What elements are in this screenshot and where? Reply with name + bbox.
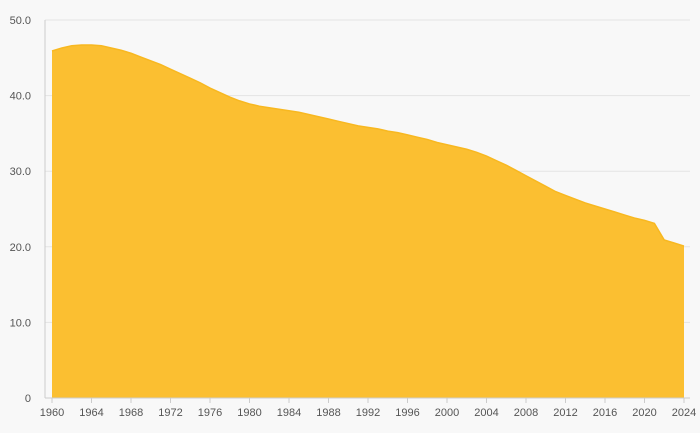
x-tick-label: 1960 — [40, 407, 64, 419]
x-tick-label: 1988 — [316, 407, 340, 419]
x-tick-label: 1980 — [237, 407, 261, 419]
series-area — [52, 44, 684, 398]
x-tick-label: 2012 — [553, 407, 577, 419]
x-tick-label: 1976 — [198, 407, 222, 419]
y-tick-label: 10.0 — [10, 317, 31, 329]
x-tick-label: 1964 — [79, 407, 103, 419]
axes: 0 10.0 20.0 30.0 40.0 50.0 1960 1964 1968 1972 197… — [10, 15, 697, 419]
x-tick-label: 1996 — [395, 407, 419, 419]
x-tick-label: 2020 — [632, 407, 656, 419]
series-layer — [51, 44, 685, 398]
y-tick-label: 40.0 — [10, 91, 31, 103]
x-tick-label: 2000 — [435, 407, 459, 419]
y-tick-label: 50.0 — [10, 15, 31, 27]
y-tick-label: 20.0 — [10, 242, 31, 254]
x-tick-label: 2016 — [593, 407, 617, 419]
x-tick-label: 1984 — [277, 407, 301, 419]
x-tick-label: 1968 — [119, 407, 143, 419]
series-line — [51, 44, 685, 247]
y-tick-label: 30.0 — [10, 166, 31, 178]
x-tick-label: 2024 — [672, 407, 696, 419]
y-tick-label: 0 — [25, 393, 31, 405]
x-tick-label: 2004 — [474, 407, 498, 419]
x-tick-label: 1992 — [356, 407, 380, 419]
x-tick-label: 2008 — [514, 407, 538, 419]
x-tick-label: 1972 — [158, 407, 182, 419]
